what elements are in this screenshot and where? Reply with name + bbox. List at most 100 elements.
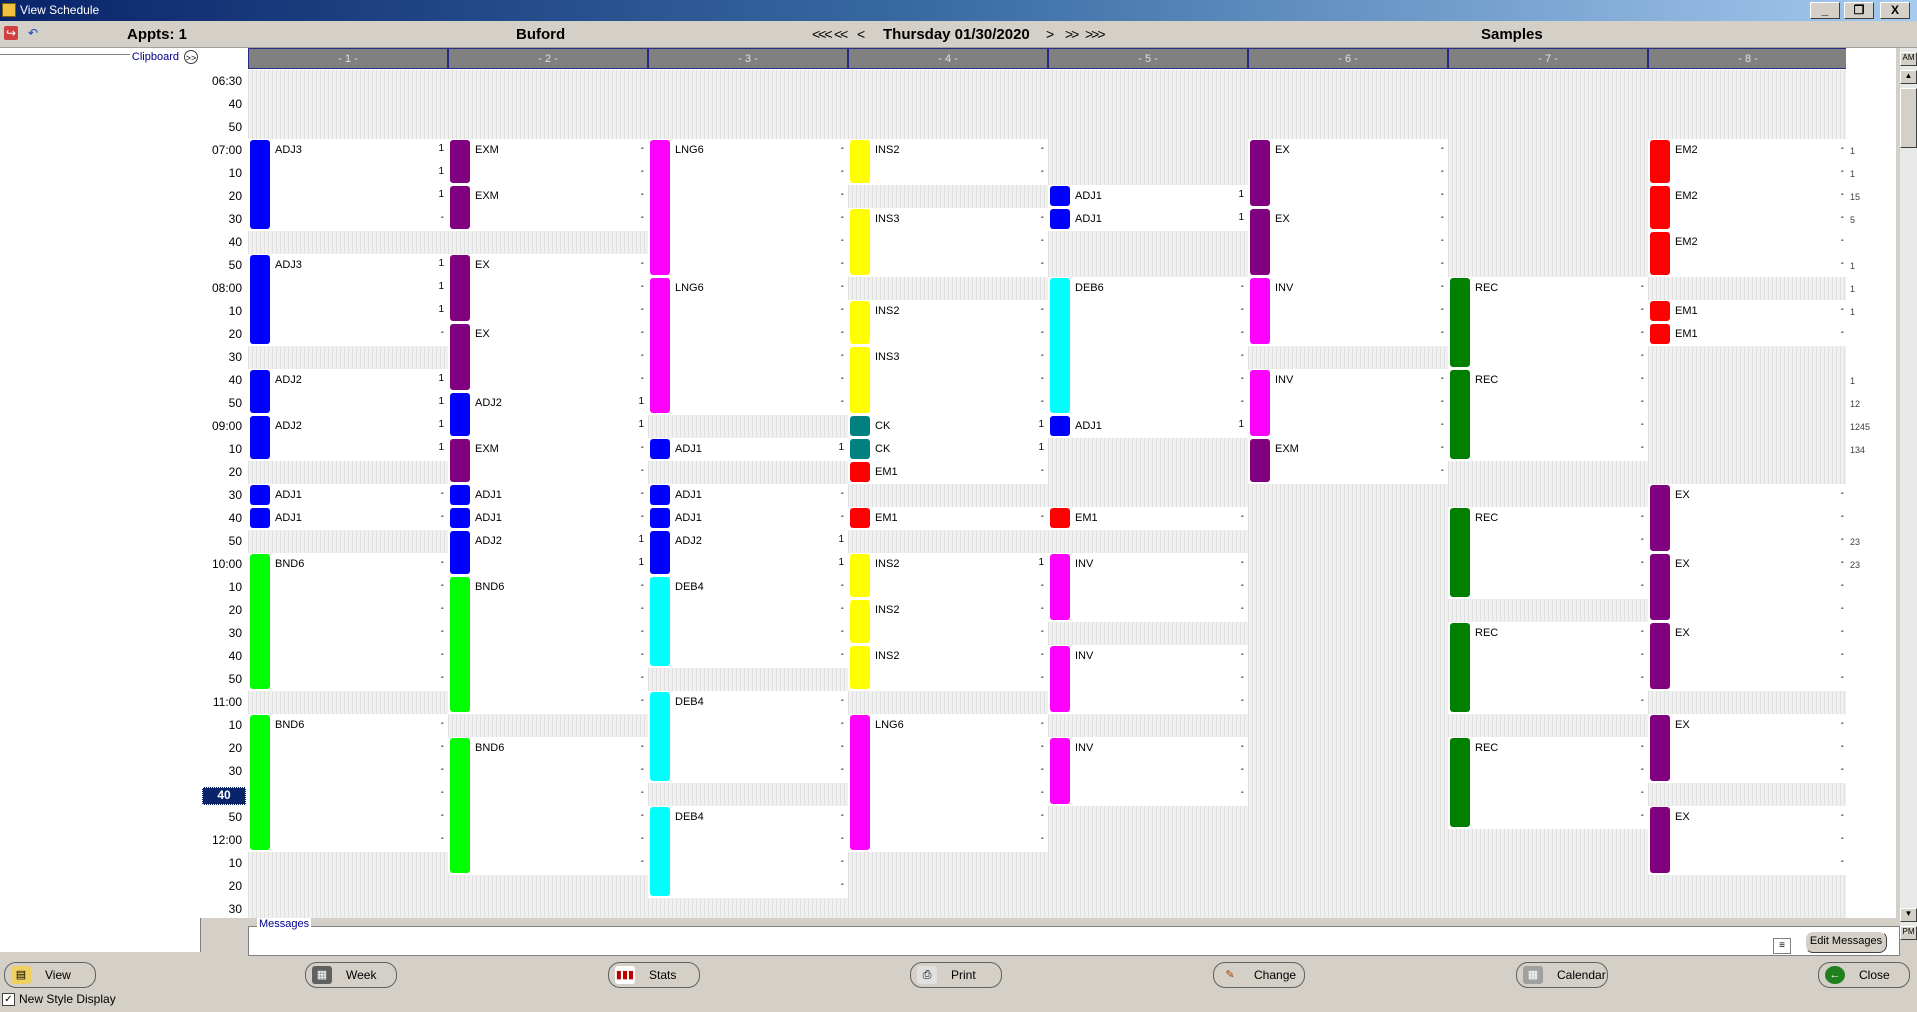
time-label[interactable]: 40 xyxy=(228,97,242,111)
appointment-row[interactable]: - xyxy=(1048,576,1248,598)
appointment-row[interactable]: ADJ1 - xyxy=(648,484,848,506)
appointment-row[interactable]: - xyxy=(1448,392,1648,414)
column-header[interactable]: - 7 - xyxy=(1448,48,1648,69)
pm-label[interactable]: PM xyxy=(1900,926,1917,940)
appointment-row[interactable]: - xyxy=(248,806,448,828)
open-slot[interactable] xyxy=(1648,70,1846,139)
appointment-row[interactable]: - xyxy=(448,277,648,299)
appointment-row[interactable]: EX - xyxy=(1248,208,1448,230)
appointment-row[interactable]: EX - xyxy=(448,254,648,276)
appointment-row[interactable]: - xyxy=(1248,461,1448,483)
close-button[interactable]: ← Close xyxy=(1818,962,1910,988)
appointment-row[interactable]: - xyxy=(448,645,648,667)
appointment-block[interactable] xyxy=(250,416,270,459)
appointment-row[interactable]: - xyxy=(1648,852,1846,874)
appointment-row[interactable]: INV - xyxy=(1048,737,1248,759)
open-slot[interactable] xyxy=(1048,806,1248,918)
resource-column[interactable]: ADJ3 1 1 1- ADJ3 1 1 1- ADJ2 1 1 ADJ2 1 1 ADJ1- ADJ1- BN… xyxy=(248,70,448,918)
appointment-block[interactable] xyxy=(850,508,870,528)
open-slot[interactable] xyxy=(1448,829,1648,918)
open-slot[interactable] xyxy=(848,277,1048,300)
appointment-row[interactable]: - xyxy=(448,461,648,483)
appointment-row[interactable]: - xyxy=(248,737,448,759)
appointment-row[interactable]: EXM - xyxy=(448,185,648,207)
appointment-row[interactable]: - xyxy=(248,599,448,621)
time-label[interactable]: 50 xyxy=(228,810,242,824)
appointment-block[interactable] xyxy=(850,347,870,413)
appointment-row[interactable]: - xyxy=(1448,576,1648,598)
time-label[interactable]: 08:00 xyxy=(211,281,242,295)
appointment-row[interactable]: INV - xyxy=(1048,553,1248,575)
appointment-row[interactable]: - xyxy=(448,852,648,874)
appointment-row[interactable]: EM1 - xyxy=(848,461,1048,483)
appointment-row[interactable]: DEB4 - xyxy=(648,806,848,828)
open-slot[interactable] xyxy=(248,461,448,484)
clipboard-expand-button[interactable]: >> xyxy=(184,50,198,64)
open-slot[interactable] xyxy=(648,70,848,139)
appointment-row[interactable]: - xyxy=(1448,806,1648,828)
appointment-row[interactable]: - xyxy=(448,162,648,184)
appointment-block[interactable] xyxy=(650,508,670,528)
time-label[interactable]: 30 xyxy=(228,902,242,916)
appointment-row[interactable]: - xyxy=(1648,530,1846,552)
open-slot[interactable] xyxy=(248,852,448,918)
appointment-row[interactable]: REC - xyxy=(1448,737,1648,759)
appointment-row[interactable]: - xyxy=(848,829,1048,851)
appointment-row[interactable]: DEB4 - xyxy=(648,576,848,598)
new-style-display-checkbox[interactable]: ✓ New Style Display xyxy=(2,992,116,1007)
resource-column[interactable]: ADJ1 1 ADJ1 1 DEB6 - - - - - - ADJ1 1 EM1 - INV - - - INV - -… xyxy=(1048,70,1248,918)
appointment-row[interactable]: - xyxy=(448,760,648,782)
column-header[interactable]: - 6 - xyxy=(1248,48,1448,69)
appointment-row[interactable]: INV - xyxy=(1048,645,1248,667)
appointment-row[interactable]: - xyxy=(848,783,1048,805)
time-label[interactable]: 30 xyxy=(228,350,242,364)
view-button[interactable]: ▤ View xyxy=(4,962,96,988)
open-slot[interactable] xyxy=(648,783,848,806)
appointment-row[interactable]: - xyxy=(648,254,848,276)
appointment-row[interactable]: BND6 - xyxy=(448,737,648,759)
open-slot[interactable] xyxy=(648,415,848,438)
column-header[interactable]: - 1 - xyxy=(248,48,448,69)
appointment-block[interactable] xyxy=(1450,623,1470,712)
appointment-row[interactable]: - xyxy=(1248,323,1448,345)
appointment-block[interactable] xyxy=(250,554,270,689)
appointment-block[interactable] xyxy=(1050,278,1070,413)
appointment-row[interactable]: - xyxy=(248,829,448,851)
open-slot[interactable] xyxy=(848,70,1048,139)
appointment-row[interactable]: - xyxy=(1648,507,1846,529)
appointment-row[interactable]: EX - xyxy=(448,323,648,345)
appointment-block[interactable] xyxy=(1050,738,1070,804)
appointment-block[interactable] xyxy=(850,600,870,643)
appointment-block[interactable] xyxy=(650,692,670,781)
appointment-row[interactable]: ADJ2 1 xyxy=(248,369,448,391)
appointment-row[interactable]: ADJ1 - xyxy=(648,507,848,529)
appointment-block[interactable] xyxy=(650,807,670,896)
appointment-row[interactable]: EX - xyxy=(1648,622,1846,644)
open-slot[interactable] xyxy=(848,691,1048,714)
time-label[interactable]: 10:00 xyxy=(211,557,242,571)
appointment-block[interactable] xyxy=(250,140,270,229)
time-label[interactable]: 40 xyxy=(228,373,242,387)
appointment-row[interactable]: - xyxy=(1448,668,1648,690)
open-slot[interactable] xyxy=(1448,461,1648,507)
appointment-block[interactable] xyxy=(450,393,470,436)
appointment-block[interactable] xyxy=(450,439,470,482)
nav-next-week-button[interactable]: >> xyxy=(1065,26,1079,42)
time-label[interactable]: 12:00 xyxy=(211,833,242,847)
column-header[interactable]: - 8 - xyxy=(1648,48,1846,69)
appointment-block[interactable] xyxy=(1650,324,1670,344)
am-label[interactable]: AM xyxy=(1900,52,1917,66)
appointment-row[interactable]: ADJ3 1 xyxy=(248,139,448,161)
appointment-row[interactable]: - xyxy=(848,806,1048,828)
appointment-row[interactable]: - xyxy=(448,806,648,828)
appointment-row[interactable]: DEB4 - xyxy=(648,691,848,713)
appointment-row[interactable]: INV - xyxy=(1248,277,1448,299)
time-label[interactable]: 20 xyxy=(228,741,242,755)
appointment-row[interactable]: EXM - xyxy=(448,139,648,161)
appointment-row[interactable]: - xyxy=(1448,438,1648,460)
appointment-block[interactable] xyxy=(1250,278,1270,344)
appointment-row[interactable]: 1 xyxy=(448,415,648,437)
appointment-row[interactable]: - xyxy=(1648,645,1846,667)
nav-next-button[interactable]: > xyxy=(1046,26,1054,42)
appointment-row[interactable]: - xyxy=(1448,760,1648,782)
